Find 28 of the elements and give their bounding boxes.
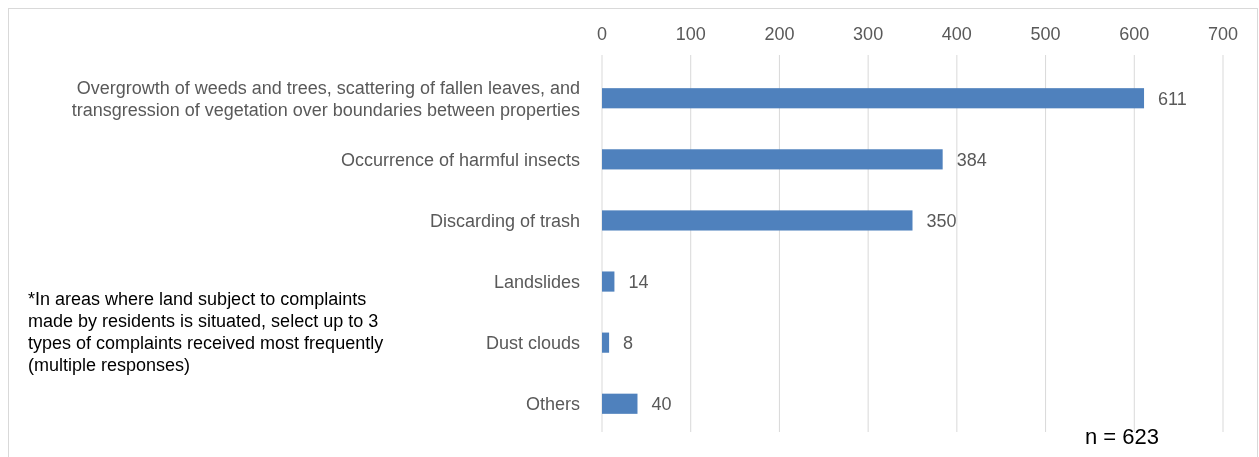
y-tick-label: Others	[525, 394, 580, 415]
y-tick-label: Landslides	[493, 271, 580, 292]
data-label: 350	[926, 210, 957, 231]
x-tick-label: 300	[853, 24, 884, 44]
data-label: 40	[651, 394, 672, 415]
bar	[602, 393, 638, 414]
x-tick-label: 500	[1030, 24, 1061, 44]
x-tick-label: 700	[1207, 24, 1239, 44]
data-label: 611	[1158, 88, 1187, 109]
y-tick-label: Occurrence of harmful insects	[340, 149, 580, 170]
bar	[602, 332, 610, 353]
bar	[602, 88, 1145, 109]
y-tick-label: Discarding of trash	[429, 210, 580, 231]
x-tick-label: 200	[764, 24, 795, 44]
annotation: n = 623	[1085, 424, 1160, 449]
x-tick-label: 0	[596, 24, 608, 44]
x-tick-label: 600	[1119, 24, 1150, 44]
bar	[602, 271, 615, 292]
bar	[602, 149, 943, 170]
data-label: 8	[623, 332, 634, 353]
y-tick-label: Dust clouds	[485, 332, 580, 353]
y-tick-label: Overgrowth of weeds and trees, scattering of fallen leaves, and transgression of vegetation over boundaries between properties	[71, 77, 580, 120]
bar	[602, 210, 913, 231]
text: *In areas where land subject to complaints made by residents is situated, select up to 3 types of complaints received most frequently (multiple responses)	[28, 289, 384, 375]
data-label: 14	[628, 271, 649, 292]
x-tick-label: 400	[941, 24, 972, 44]
data-label: 384	[956, 149, 987, 170]
x-tick-label: 100	[675, 24, 706, 44]
